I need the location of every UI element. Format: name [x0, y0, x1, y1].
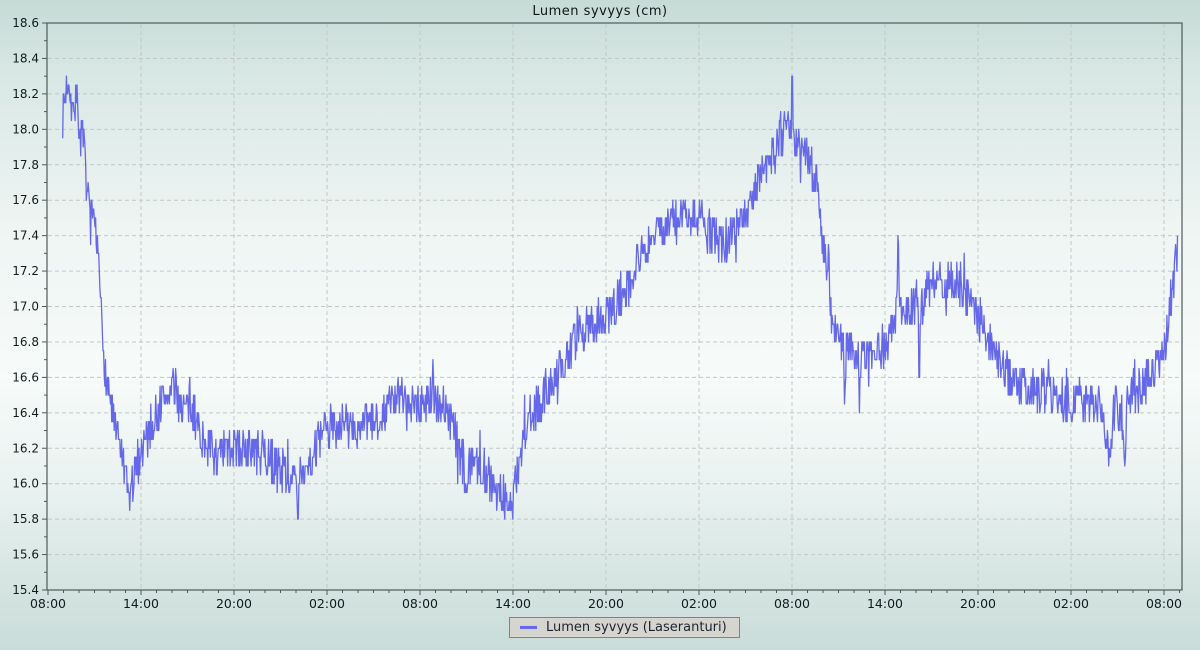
chart-title: Lumen syvyys (cm) — [532, 4, 668, 19]
y-tick-label: 17.6 — [12, 193, 39, 207]
x-tick-label: 02:00 — [309, 596, 345, 611]
y-tick-label: 16.8 — [12, 335, 39, 349]
y-tick-label: 16.6 — [12, 370, 39, 384]
y-tick-label: 17.0 — [12, 300, 39, 314]
y-tick-label: 15.8 — [12, 512, 39, 526]
legend-box: Lumen syvyys (Laseranturi) — [509, 617, 740, 638]
legend-label: Lumen syvyys (Laseranturi) — [546, 620, 727, 635]
x-tick-label: 08:00 — [30, 596, 66, 611]
y-tick-label: 16.4 — [12, 406, 39, 420]
series-line-lumen-syvyys — [62, 75, 1179, 520]
x-tick-label: 02:00 — [681, 596, 717, 611]
y-tick-label: 15.4 — [12, 583, 39, 597]
y-tick-label: 16.0 — [12, 477, 39, 491]
x-tick-label: 08:00 — [402, 596, 438, 611]
y-tick-label: 17.4 — [12, 229, 39, 243]
y-tick-label: 16.2 — [12, 441, 39, 455]
x-tick-label: 02:00 — [1053, 596, 1089, 611]
y-tick-label: 15.6 — [12, 548, 39, 562]
y-tick-label: 18.0 — [12, 122, 39, 136]
legend-line-icon — [520, 626, 537, 629]
y-tick-label: 18.2 — [12, 87, 39, 101]
y-tick-label: 17.8 — [12, 158, 39, 172]
x-tick-label: 14:00 — [123, 596, 159, 611]
x-tick-label: 14:00 — [867, 596, 903, 611]
x-tick-label: 08:00 — [774, 596, 810, 611]
x-tick-label: 20:00 — [216, 596, 252, 611]
x-tick-label: 08:00 — [1146, 596, 1182, 611]
y-tick-label: 18.6 — [12, 16, 39, 30]
x-tick-label: 20:00 — [588, 596, 624, 611]
x-tick-label: 20:00 — [960, 596, 996, 611]
y-tick-label: 17.2 — [12, 264, 39, 278]
y-tick-label: 18.4 — [12, 51, 39, 65]
x-tick-label: 14:00 — [495, 596, 531, 611]
